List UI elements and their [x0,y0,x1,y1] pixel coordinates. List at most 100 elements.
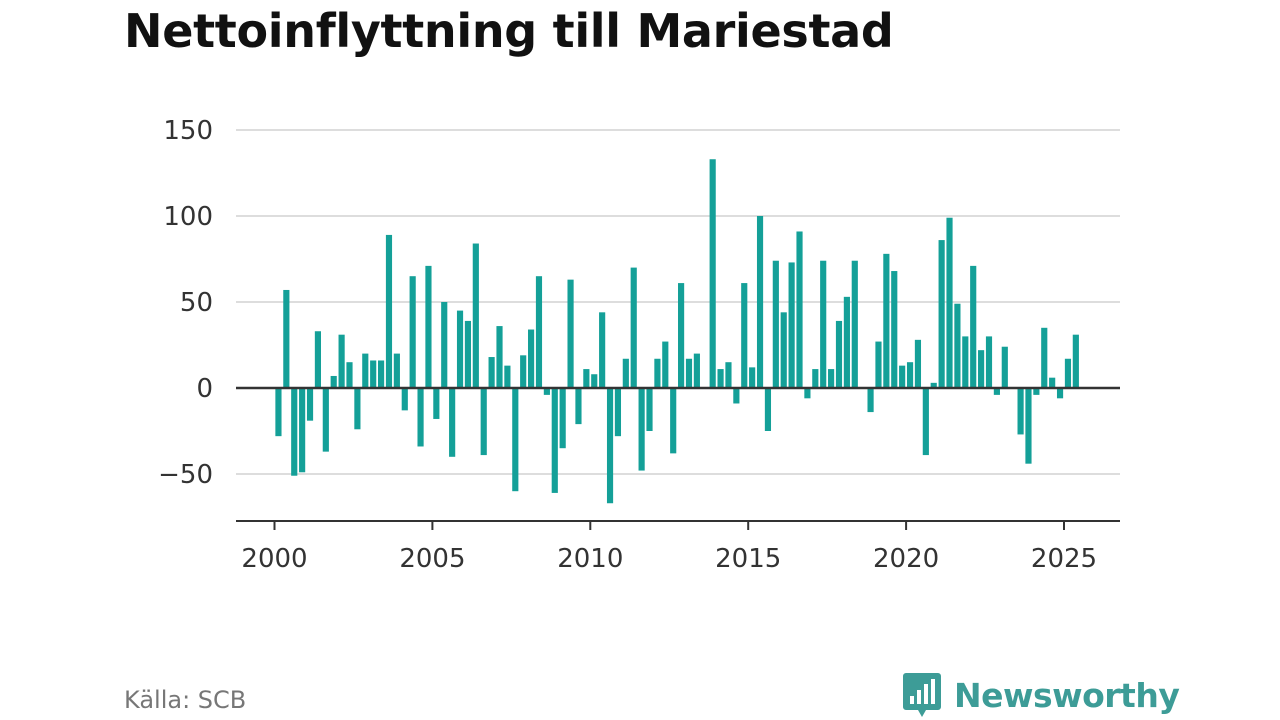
bar [970,265,977,388]
x-tick-label: 2010 [557,544,623,574]
x-tick-label: 2020 [873,544,939,574]
bar [583,369,590,388]
bar [456,310,464,388]
bar [464,320,472,388]
bar [504,365,511,388]
bar [756,216,764,388]
bar [283,289,290,388]
bar [670,388,677,454]
brand-logo[interactable]: Newsworthy [902,670,1180,720]
bar [559,388,566,449]
y-tick-label: 150 [163,116,213,146]
bar [441,302,448,388]
bar [614,388,622,437]
bar [843,296,850,388]
bar [1001,346,1008,388]
bar [875,341,882,388]
y-axis-ticks: 150 100 50 0 −50 [158,116,213,490]
x-tick-label: 2005 [399,544,465,574]
bar [954,303,961,388]
bar [764,388,772,431]
page-title: Nettoinflyttning till Mariestad [124,4,894,58]
bar [828,369,835,388]
bar [741,283,748,388]
bar [362,353,369,388]
bar [922,388,929,456]
bar [978,350,985,388]
bar [709,159,716,388]
bar [599,312,606,388]
bar [962,336,969,388]
bar [472,243,479,388]
bar [385,234,393,388]
bar [338,334,345,388]
bar [393,353,400,388]
bar [654,358,661,388]
bar [1033,388,1040,395]
newsworthy-logo-icon [903,673,941,717]
bar [930,382,937,388]
source-note: Källa: SCB [124,686,247,714]
bar [638,388,645,471]
bar [354,388,361,430]
bar [804,388,811,399]
bar [678,283,685,388]
bar [914,339,922,388]
bar [520,355,527,388]
bar [551,388,558,493]
brand-name: Newsworthy [954,675,1180,715]
bar [1025,388,1032,464]
x-tick-label: 2025 [1031,544,1097,574]
bar [306,388,314,421]
bar [378,360,385,388]
bars [275,159,1079,504]
bar [433,388,440,419]
bar [835,320,843,388]
bar [851,260,858,388]
bar [1056,388,1064,399]
bar [528,329,535,388]
bar [725,362,732,388]
bar [401,388,408,411]
bar [291,388,298,476]
x-axis: 2000 2005 2010 2015 2020 2025 [236,520,1120,574]
bar [575,388,582,425]
bar [685,358,693,388]
bar [417,388,424,447]
y-tick-label: 0 [196,374,213,404]
bar [780,312,787,388]
bar [496,326,503,388]
bar [985,336,993,388]
bar [1041,327,1048,388]
bar [567,279,574,388]
bar [591,374,598,388]
bar [946,217,953,388]
gridlines [236,129,1120,475]
bar [733,388,740,404]
bar [1017,388,1024,435]
bar [1064,358,1072,388]
y-tick-label: 50 [180,288,213,318]
bar [883,253,890,388]
bar [535,276,543,388]
bar [622,358,629,388]
bar [899,365,906,388]
x-tick-label: 2000 [241,544,307,574]
bar [314,331,321,388]
bar [449,388,456,457]
bar [606,388,614,504]
x-tick-label: 2015 [715,544,781,574]
bar [646,388,653,431]
bar [330,375,337,388]
bar-chart: 150 100 50 0 −50 2000 2005 2010 2015 2020 2025 [158,116,1120,574]
bar [346,362,353,388]
y-tick-label: −50 [158,460,213,490]
bar [409,276,416,388]
bar [693,353,700,388]
bar [749,367,756,388]
bar [488,357,495,388]
bar [867,388,874,413]
bar [425,265,432,388]
bar [512,388,519,492]
bar [812,369,819,388]
